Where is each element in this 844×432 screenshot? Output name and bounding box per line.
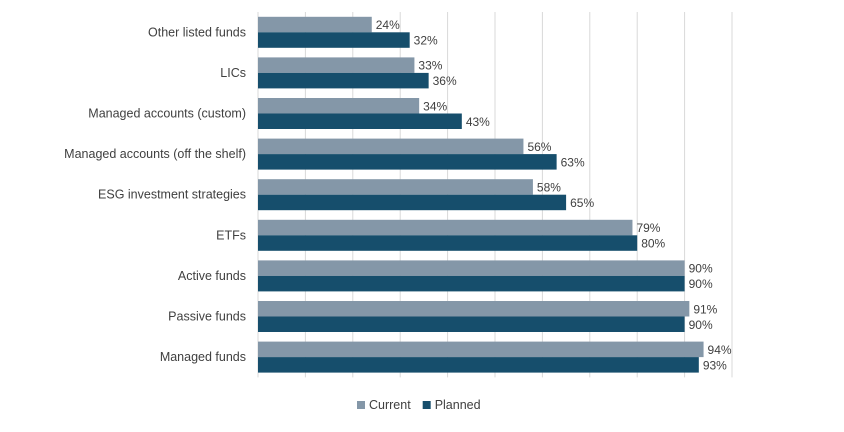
value-label: 33% (418, 59, 442, 73)
bars (258, 16, 704, 373)
category-label: Managed accounts (custom) (88, 107, 246, 121)
legend-label-planned: Planned (435, 398, 481, 412)
value-label: 43% (466, 115, 490, 129)
bar-planned (258, 194, 567, 211)
value-label: 93% (703, 358, 727, 372)
value-label: 90% (689, 262, 713, 276)
category-label: Managed accounts (off the shelf) (64, 147, 246, 161)
bar-planned (258, 72, 429, 89)
value-label: 34% (423, 99, 447, 113)
value-label: 94% (708, 343, 732, 357)
value-label: 32% (414, 34, 438, 48)
bar-current (258, 341, 704, 358)
value-label: 65% (570, 196, 594, 210)
category-label: LICs (220, 66, 246, 80)
bar-current (258, 260, 685, 276)
category-label: Managed funds (160, 350, 246, 364)
bar-planned (258, 316, 685, 332)
bar-current (258, 98, 420, 114)
bar-planned (258, 154, 557, 170)
value-label: 90% (689, 277, 713, 291)
category-label: Other listed funds (148, 25, 246, 39)
bar-planned (258, 275, 685, 292)
category-label: ETFs (216, 228, 246, 242)
bar-planned (258, 235, 638, 251)
category-labels: Other listed funds LICs Managed accounts (… (64, 25, 246, 364)
category-label: Passive funds (168, 310, 246, 324)
category-label: Active funds (178, 269, 246, 283)
value-label: 56% (527, 140, 551, 154)
bar-planned (258, 113, 462, 129)
legend-swatch-current (357, 401, 365, 409)
value-labels: 24%32%33%36%34%43%56%63%58%65%79%80%90%9… (376, 18, 732, 372)
value-label: 90% (689, 318, 713, 332)
value-label: 24% (376, 18, 400, 32)
bar-current (258, 219, 633, 236)
bar-current (258, 138, 524, 155)
bar-current (258, 179, 533, 195)
bar-planned (258, 357, 699, 373)
value-label: 63% (561, 155, 585, 169)
value-label: 80% (641, 237, 665, 251)
bar-current (258, 16, 372, 33)
value-label: 79% (636, 221, 660, 235)
bar-current (258, 301, 690, 317)
bar-planned (258, 32, 410, 48)
value-label: 36% (433, 74, 457, 88)
category-label: ESG investment strategies (98, 188, 246, 202)
legend-label-current: Current (369, 398, 411, 412)
value-label: 91% (693, 302, 717, 316)
bar-current (258, 57, 415, 73)
value-label: 58% (537, 180, 561, 194)
legend-swatch-planned (422, 401, 431, 409)
legend: Current Planned (357, 398, 481, 412)
